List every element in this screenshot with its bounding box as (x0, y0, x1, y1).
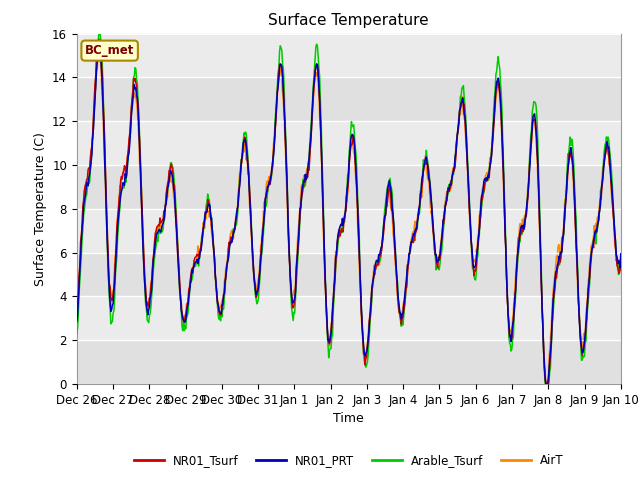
Bar (77, 165, 621, 209)
Bar (77, 252, 621, 296)
Y-axis label: Surface Temperature (C): Surface Temperature (C) (33, 132, 47, 286)
Title: Surface Temperature: Surface Temperature (269, 13, 429, 28)
Bar (77, 77, 621, 121)
Bar (77, 340, 621, 384)
Bar (77, 121, 621, 165)
Legend: NR01_Tsurf, NR01_PRT, Arable_Tsurf, AirT: NR01_Tsurf, NR01_PRT, Arable_Tsurf, AirT (129, 449, 568, 472)
Bar (77, 209, 621, 252)
Bar (77, 296, 621, 340)
X-axis label: Time: Time (333, 412, 364, 425)
Text: BC_met: BC_met (85, 44, 134, 57)
Bar (77, 34, 621, 77)
